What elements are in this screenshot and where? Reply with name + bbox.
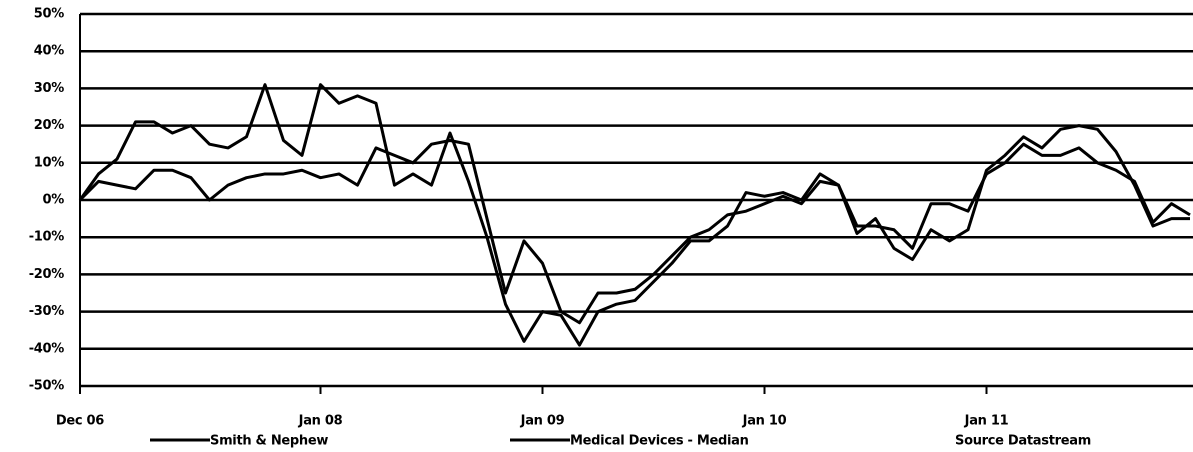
y-tick-label: 50% xyxy=(34,7,64,22)
legend-label: Medical Devices - Median xyxy=(570,434,749,449)
legend-label: Smith & Nephew xyxy=(210,434,328,449)
y-tick-label: -40% xyxy=(29,341,65,356)
y-tick-label: 10% xyxy=(34,155,64,170)
x-tick-label: Jan 08 xyxy=(298,414,343,429)
y-tick-label: 20% xyxy=(34,118,64,133)
x-tick-label: Jan 11 xyxy=(964,414,1009,429)
y-tick-label: 0% xyxy=(43,193,65,208)
y-tick-label: 30% xyxy=(34,81,64,96)
x-tick-label: Jan 10 xyxy=(742,414,787,429)
y-tick-label: -50% xyxy=(29,379,65,394)
x-tick-label: Dec 06 xyxy=(56,414,104,429)
series-line xyxy=(78,138,1191,325)
y-tick-label: -10% xyxy=(29,230,65,245)
y-tick-label: -20% xyxy=(29,267,65,282)
y-tick-label: -30% xyxy=(29,304,65,319)
y-tick-label: 40% xyxy=(34,44,64,59)
x-tick-label: Jan 09 xyxy=(520,414,565,429)
series-line xyxy=(78,83,1190,347)
source-note: Source Datastream xyxy=(955,434,1091,449)
